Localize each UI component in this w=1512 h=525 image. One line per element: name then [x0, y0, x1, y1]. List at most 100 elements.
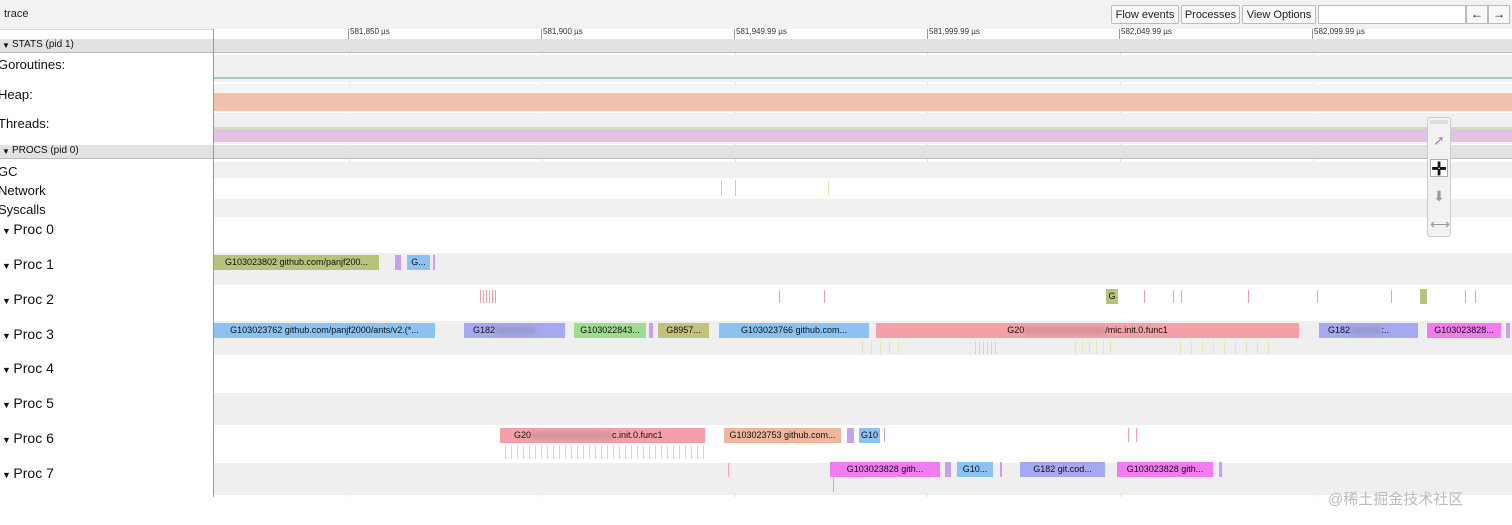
heap-label: Heap: [0, 87, 33, 102]
goroutine-slice-cluster[interactable] [480, 290, 497, 303]
goroutine-slice[interactable]: G20xxxxxxxxxxxxxxxxxx/mic.init.0.func1 [876, 323, 1299, 338]
redacted-text: xxxxxxxxxxxxxxxxxx [531, 430, 613, 440]
slice-label: G182 [473, 325, 496, 335]
goroutine-slice[interactable]: G103023762 github.com/panjf2000/ants/v2.… [214, 323, 435, 338]
syscalls-track[interactable] [214, 199, 1512, 217]
event-ticks [1180, 341, 1270, 354]
goroutine-slice[interactable]: G103023828... [1427, 323, 1501, 338]
proc3-label[interactable]: ▼ Proc 3 [2, 326, 54, 342]
goroutines-counter-line [214, 77, 1512, 79]
network-event[interactable] [721, 180, 722, 196]
proc1-label[interactable]: ▼ Proc 1 [2, 256, 54, 272]
proc1-track[interactable] [214, 253, 1512, 285]
network-event[interactable] [828, 180, 829, 196]
processes-button[interactable]: Processes [1181, 5, 1240, 24]
network-track[interactable] [214, 178, 1512, 199]
proc4-track[interactable] [214, 355, 1512, 393]
threads-label: Threads: [0, 116, 50, 131]
goroutine-slice[interactable]: G103023753 github.com... [724, 428, 841, 443]
timing-range-icon[interactable]: ⟷ [1430, 216, 1451, 232]
pan-crosshair-icon[interactable]: ✛ [1430, 159, 1448, 179]
next-arrow-button[interactable]: → [1488, 5, 1510, 24]
goroutine-slice[interactable]: G103023828 gith... [1117, 462, 1213, 477]
goroutine-slice[interactable] [833, 478, 834, 492]
goroutine-slice[interactable] [1136, 428, 1137, 442]
goroutine-slice[interactable]: G103023766 github.com... [719, 323, 869, 338]
goroutine-slice[interactable] [728, 463, 729, 477]
proc4-label[interactable]: ▼ Proc 4 [2, 360, 54, 376]
goroutine-slice[interactable] [945, 462, 951, 477]
goroutine-slice[interactable] [1506, 323, 1510, 338]
goroutine-slice[interactable]: G [1106, 289, 1118, 304]
select-pointer-icon[interactable]: ➚ [1433, 132, 1445, 148]
search-input[interactable] [1318, 5, 1466, 24]
goroutine-slice[interactable] [433, 255, 435, 270]
proc5-label[interactable]: ▼ Proc 5 [2, 395, 54, 411]
ruler-label: 581,999.99 µs [929, 27, 980, 36]
proc7-label[interactable]: ▼ Proc 7 [2, 465, 54, 481]
goroutine-slice[interactable]: G10 [859, 428, 880, 443]
goroutine-slice[interactable] [1173, 290, 1174, 303]
goroutine-slice[interactable] [1219, 462, 1222, 477]
gc-track[interactable] [214, 162, 1512, 178]
heap-counter-track[interactable] [214, 84, 1512, 112]
goroutine-slice[interactable] [395, 255, 401, 270]
panel-drag-handle[interactable] [1430, 120, 1448, 124]
procs-section-header[interactable]: ▼ PROCS (pid 0) [0, 145, 1512, 159]
goroutine-slice[interactable] [847, 428, 854, 443]
collapse-triangle-icon[interactable]: ▼ [2, 147, 10, 156]
goroutine-slice[interactable]: G103022843... [574, 323, 646, 338]
proc0-track[interactable] [214, 217, 1512, 253]
proc2-label[interactable]: ▼ Proc 2 [2, 291, 54, 307]
proc5-track[interactable] [214, 393, 1512, 425]
goroutine-slice[interactable]: G10... [957, 462, 993, 477]
goroutine-slice[interactable]: G182 git.cod... [1020, 462, 1105, 477]
goroutine-slice[interactable]: G20xxxxxxxxxxxxxxxxxxc.init.0.func1 [500, 428, 705, 443]
goroutine-slice[interactable]: G182xxxxxxxxx [464, 323, 565, 338]
goroutine-slice[interactable] [1475, 290, 1476, 303]
goroutine-slice[interactable]: G103023802 github.com/panjf200... [214, 255, 379, 270]
proc0-label[interactable]: ▼ Proc 0 [2, 221, 54, 237]
goroutine-slice[interactable] [1144, 290, 1145, 303]
goroutine-slice[interactable] [1000, 462, 1002, 477]
goroutine-slice[interactable]: G182xxxxxxx:.. [1319, 323, 1418, 338]
redacted-text: xxxxxxxxx [495, 325, 536, 335]
ruler-tick [348, 29, 349, 39]
watermark: @稀土掘金技术社区 [1328, 491, 1464, 508]
view-options-button[interactable]: View Options [1242, 5, 1316, 24]
goroutine-slice[interactable] [884, 428, 885, 442]
goroutine-slice[interactable] [1248, 290, 1249, 303]
ruler-tick [1119, 29, 1120, 39]
flow-events-button[interactable]: Flow events [1111, 5, 1179, 24]
goroutine-slice[interactable]: G8957... [658, 323, 709, 338]
syscalls-label: Syscalls [0, 202, 46, 217]
goroutine-slice[interactable] [1465, 290, 1466, 303]
ruler-label: 581,900 µs [543, 27, 583, 36]
goroutine-slice[interactable] [1391, 290, 1392, 303]
collapse-triangle-icon[interactable]: ▼ [2, 41, 10, 50]
proc6-label[interactable]: ▼ Proc 6 [2, 430, 54, 446]
goroutine-slice[interactable] [1181, 290, 1182, 303]
prev-arrow-button[interactable]: ← [1466, 5, 1488, 24]
goroutine-slice[interactable] [824, 290, 825, 303]
proc2-track[interactable] [214, 285, 1512, 321]
goroutines-label: Goroutines: [0, 57, 66, 72]
goroutine-slice[interactable] [1317, 290, 1318, 303]
goroutine-slice[interactable]: G103023828 gith... [830, 462, 940, 477]
app-title: trace [4, 8, 29, 20]
goroutine-slice[interactable] [779, 290, 780, 303]
threads-counter-track[interactable] [214, 113, 1512, 144]
slice-label: :.. [1381, 325, 1390, 335]
gc-label: GC [0, 164, 18, 179]
goroutines-counter-track[interactable] [214, 55, 1512, 82]
goroutine-slice[interactable] [1420, 289, 1427, 304]
goroutine-slice[interactable] [649, 323, 653, 338]
event-ticks [975, 341, 999, 354]
goroutine-slice[interactable] [1128, 428, 1129, 442]
stats-header-label: STATS (pid 1) [12, 39, 74, 50]
zoom-arrow-icon[interactable]: ⬇ [1433, 188, 1445, 204]
ruler-tick [541, 29, 542, 39]
goroutine-slice[interactable]: G... [407, 255, 430, 270]
network-event[interactable] [735, 180, 736, 196]
stats-section-header[interactable]: ▼ STATS (pid 1) [0, 39, 1512, 53]
